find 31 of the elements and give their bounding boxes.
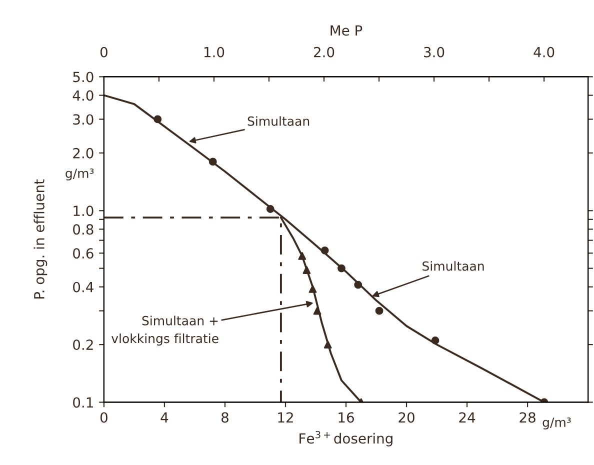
y-tick-label: 5.0 xyxy=(73,72,94,82)
x-tick-label: 28 xyxy=(520,412,536,423)
x-tick-label: 12 xyxy=(278,412,293,422)
x-tick-label: 20 xyxy=(398,412,414,423)
y-tick-label: 2.0 xyxy=(73,148,94,158)
y-tick-label: 0.6 xyxy=(73,248,94,259)
x-tick-label: 4 xyxy=(160,412,168,422)
y-tick-label: 0.4 xyxy=(73,282,94,292)
annotation: Simultaan xyxy=(422,261,484,271)
y-axis-title: P. opg. in effluent xyxy=(34,179,48,299)
annotation: Simultaan xyxy=(248,116,310,126)
x2-axis-title: Me P xyxy=(330,25,362,36)
text: g/m³ xyxy=(542,418,571,430)
y-tick-label: 3.0 xyxy=(73,114,94,125)
y-tick-label: 4.0 xyxy=(72,90,94,101)
x-tick-label: 8 xyxy=(222,412,228,423)
x-tick-label: 24 xyxy=(459,412,476,422)
x-axis-title: Fe$^{3+}$dosering xyxy=(300,430,392,446)
x2-tick-label: 0 xyxy=(100,46,108,58)
x2-tick-label: 1.0 xyxy=(204,46,224,58)
x2-tick-label: 2.0 xyxy=(314,46,334,58)
y-tick-label: 0.1 xyxy=(73,397,93,408)
x-tick-label: 0 xyxy=(100,412,108,423)
y-tick-label: 0.2 xyxy=(73,340,93,350)
y-tick-label: 1.0 xyxy=(74,206,94,216)
y-tick-label: 0.8 xyxy=(73,224,94,235)
text: g/m³ xyxy=(66,168,94,180)
x2-tick-label: 3.0 xyxy=(424,46,444,58)
annotation: Simultaan + vlokkings filtratie xyxy=(111,316,218,346)
x-tick-label: 16 xyxy=(338,412,354,423)
x2-tick-label: 4.0 xyxy=(534,46,554,58)
